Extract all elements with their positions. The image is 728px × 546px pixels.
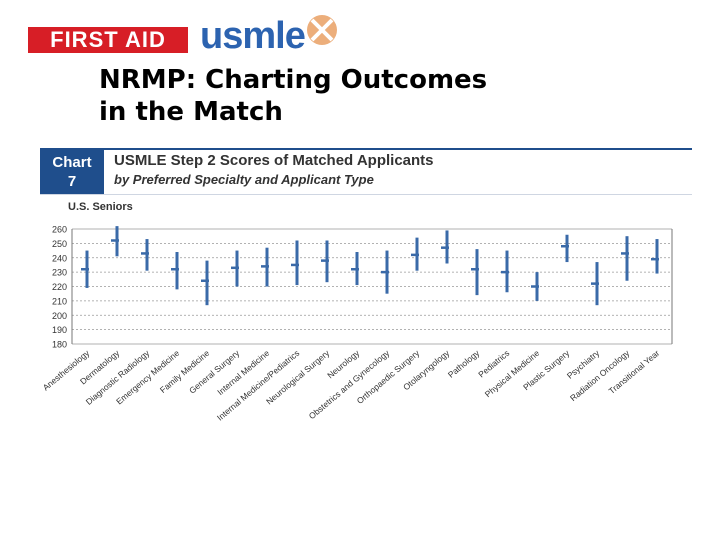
first-aid-logo: FIRST AID [28, 27, 188, 53]
y-tick-label: 240 [52, 253, 67, 263]
y-tick-label: 220 [52, 282, 67, 292]
y-tick-label: 190 [52, 325, 67, 335]
y-tick-label: 200 [52, 311, 67, 321]
y-tick-label: 180 [52, 340, 67, 350]
slide-title-line-1: NRMP: Charting Outcomes [99, 65, 488, 95]
y-tick-label: 260 [52, 225, 67, 235]
x-category-label: Transitional Year [607, 348, 662, 396]
chart-header-rule [104, 148, 692, 150]
slide-title: NRMP: Charting Outcomes in the Match [99, 64, 619, 128]
chart-header-divider [40, 194, 692, 195]
chart-title: USMLE Step 2 Scores of Matched Applicant… [114, 152, 434, 169]
slide-title-line-2: in the Match [99, 97, 283, 127]
y-tick-label: 250 [52, 239, 67, 249]
chart-number-badge: Chart 7 [40, 148, 104, 194]
chart-badge-label: Chart [52, 154, 92, 171]
chart-subtitle: by Preferred Specialty and Applicant Typ… [114, 172, 374, 187]
usmle-logo: usmle [200, 15, 306, 57]
x-category-label: Physical Medicine [483, 348, 542, 400]
chart-panel-label: U.S. Seniors [68, 201, 133, 213]
x-category-label: Pathology [446, 347, 482, 379]
y-tick-label: 230 [52, 268, 67, 278]
x-category-label: Internal Medicine [215, 348, 271, 397]
chart-badge-number: 7 [67, 173, 77, 190]
y-tick-label: 210 [52, 296, 67, 306]
usmle-logo-mark-icon [307, 15, 337, 45]
